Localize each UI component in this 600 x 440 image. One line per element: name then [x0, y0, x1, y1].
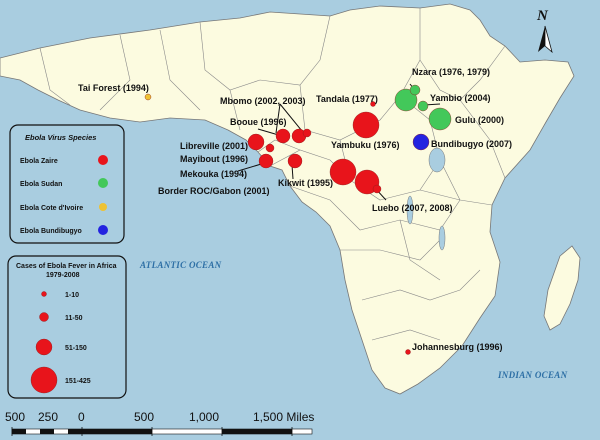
marker-luebo-small [372, 184, 382, 194]
madagascar [543, 245, 581, 331]
place-labels: Tai Forest (1994) Mbomo (2002, 2003) Tan… [78, 67, 512, 352]
marker-border-roc-gabon [258, 153, 274, 169]
place-label: Mekouka (1994) [180, 169, 247, 179]
outbreak-markers [144, 84, 452, 355]
legend-species: Ebola Virus Species Ebola Zaire Ebola Su… [9, 124, 125, 244]
marker-yambio [417, 100, 429, 112]
legend-swatch-cote-divoire [99, 203, 107, 211]
marker-kikwit [329, 158, 357, 186]
place-label: Border ROC/Gabon (2001) [158, 186, 270, 196]
marker-gulu [428, 107, 452, 131]
legend-cases: Cases of Ebola Fever in Africa 1979-2008… [7, 255, 127, 399]
scale-label: 500 [134, 410, 154, 424]
lake-tanganyika [406, 195, 414, 225]
legend-cases-subtitle: 1979-2008 [46, 272, 80, 279]
legend-swatch-bundibugyo [98, 225, 108, 235]
place-label: Gulu (2000) [455, 115, 504, 125]
lake-victoria [428, 147, 446, 173]
marker-mayibout [265, 143, 275, 153]
lake-malawi [438, 225, 446, 251]
marker-tai-forest [144, 93, 152, 101]
marker-nzara [394, 88, 418, 112]
place-label: Kikwit (1995) [278, 178, 333, 188]
legend-species-label: Ebola Cote d'Ivoire [20, 205, 83, 212]
legend-cases-label: 51-150 [65, 345, 87, 352]
legend-species-label: Ebola Sudan [20, 181, 62, 188]
legend-cases-title: Cases of Ebola Fever in Africa [16, 263, 117, 270]
place-label: Yambuku (1976) [331, 140, 400, 150]
place-label: Mbomo (2002, 2003) [220, 96, 306, 106]
legend-size-151-425 [30, 366, 58, 394]
legend-swatch-zaire [98, 155, 108, 165]
legend-cases-label: 11-50 [65, 315, 83, 322]
marker-johannesburg [405, 349, 411, 355]
place-label: Tandala (1977) [316, 94, 378, 104]
place-label: Yambio (2004) [430, 93, 491, 103]
place-label: Luebo (2007, 2008) [372, 203, 453, 213]
legend-species-label: Ebola Bundibugyo [20, 228, 82, 235]
marker-nzara-small [409, 84, 421, 96]
place-label: Mayibout (1996) [180, 154, 248, 164]
marker-booue [275, 128, 291, 144]
marker-tandala [370, 101, 376, 107]
legend-size-11-50 [39, 312, 49, 322]
scale-label: 1,500 Miles [253, 410, 314, 424]
scale-label: 250 [38, 410, 58, 424]
north-label: N [536, 8, 549, 24]
legend-size-1-10 [41, 291, 47, 297]
legend-species-label: Ebola Zaire [20, 158, 58, 165]
place-label: Tai Forest (1994) [78, 83, 149, 93]
legend-swatch-sudan [98, 178, 108, 188]
legend-cases-label: 1-10 [65, 292, 79, 299]
ocean-label-atlantic: ATLANTIC OCEAN [139, 260, 222, 270]
scale-label: 1,000 [189, 410, 219, 424]
marker-mekouka [287, 153, 303, 169]
place-label: Johannesburg (1996) [412, 342, 503, 352]
place-label: Nzara (1976, 1979) [412, 67, 490, 77]
place-label: Booue (1996) [230, 117, 287, 127]
north-arrow-icon: N [536, 8, 553, 54]
scale-bar: 500 250 0 500 1,000 1,500 Miles [5, 410, 314, 436]
scale-label: 0 [78, 410, 85, 424]
marker-yambuku [352, 111, 380, 139]
ocean-label-indian: INDIAN OCEAN [497, 370, 568, 380]
marker-mbomo-small [302, 128, 312, 138]
legend-species-title: Ebola Virus Species [25, 133, 96, 142]
legend-cases-label: 151-425 [65, 378, 91, 385]
marker-bundibugyo [412, 133, 430, 151]
legend-size-51-150 [35, 338, 53, 356]
scale-label: 500 [5, 410, 25, 424]
place-label: Libreville (2001) [180, 141, 248, 151]
place-label: Bundibugyo (2007) [431, 139, 512, 149]
marker-libreville [247, 133, 265, 151]
africa-landmass [0, 3, 575, 395]
